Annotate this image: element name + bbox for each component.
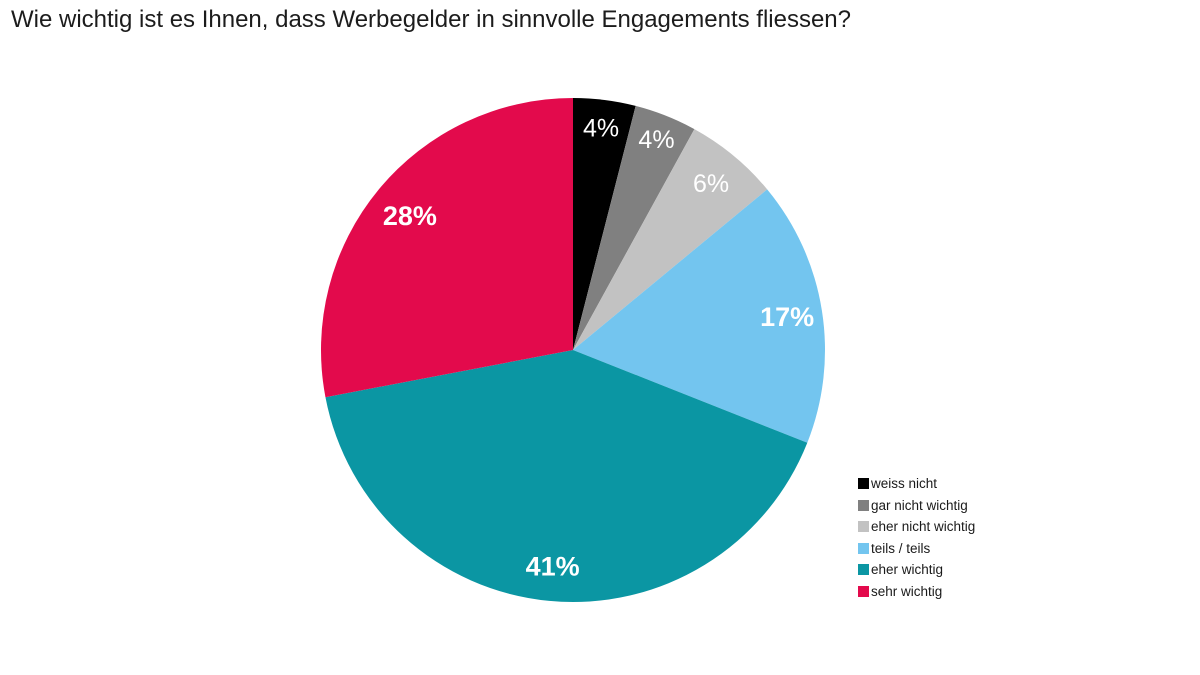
pie-slice-value-label: 28% xyxy=(383,201,437,231)
legend-label: teils / teils xyxy=(871,540,931,556)
pie-slice-1 xyxy=(573,98,636,350)
pie-slice-4 xyxy=(573,189,825,443)
pie-chart: 4% 4% 6% 17% 41% 28% xyxy=(320,98,825,603)
legend-item: sehr wichtig xyxy=(858,581,975,603)
legend-item: weiss nicht xyxy=(858,473,975,495)
legend-label: weiss nicht xyxy=(871,476,938,492)
legend: weiss nicht gar nicht wichtig eher nicht w… xyxy=(858,473,975,602)
legend-label: sehr wichtig xyxy=(871,583,943,599)
legend-label: eher nicht wichtig xyxy=(871,519,976,535)
legend-swatch xyxy=(858,521,869,533)
legend-swatch xyxy=(858,478,869,490)
pie-slice-6 xyxy=(320,98,573,398)
legend-label: eher wichtig xyxy=(871,562,944,578)
pie-slice-value-label: 41% xyxy=(526,552,580,582)
legend-item: eher wichtig xyxy=(858,559,975,581)
chart-title: Wie wichtig ist es Ihnen, dass Werbegeld… xyxy=(11,6,851,33)
pie-slice-2 xyxy=(573,105,695,350)
pie-slice-5 xyxy=(325,350,808,603)
pie-slice-value-label: 4% xyxy=(638,126,674,154)
legend-swatch xyxy=(858,542,869,554)
legend-swatch xyxy=(858,564,869,576)
legend-label: gar nicht wichtig xyxy=(871,497,968,513)
legend-swatch xyxy=(858,585,869,597)
pie-slice-value-label: 4% xyxy=(583,115,619,143)
pie-slice-3 xyxy=(573,129,768,350)
pie-slice-value-label: 17% xyxy=(760,302,814,332)
legend-item: teils / teils xyxy=(858,538,975,560)
legend-swatch xyxy=(858,499,869,511)
legend-item: gar nicht wichtig xyxy=(858,495,975,517)
legend-item: eher nicht wichtig xyxy=(858,516,975,538)
pie-slice-value-label: 6% xyxy=(693,170,729,198)
